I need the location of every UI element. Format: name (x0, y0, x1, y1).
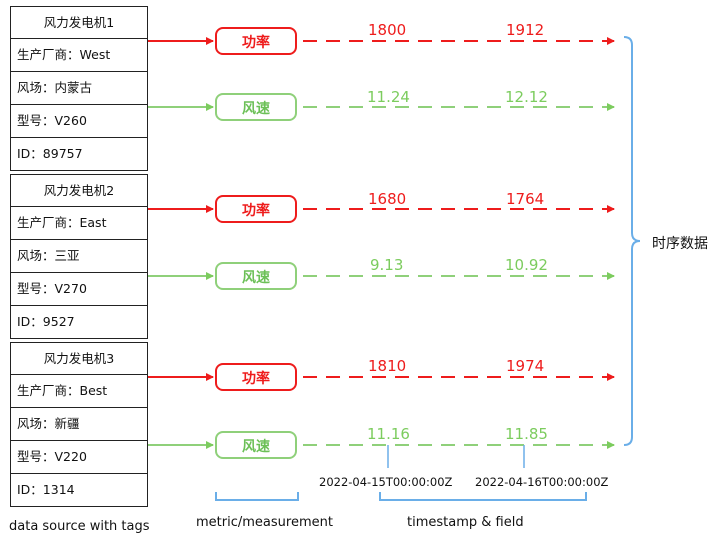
t3-wind-metric: 风速 (215, 431, 297, 459)
model-tag: 型号：V270 (11, 272, 147, 305)
manufacturer-tag: 生产厂商：East (11, 206, 147, 239)
t3-wind-value-2: 11.85 (505, 425, 548, 443)
timeseries-brace (623, 36, 641, 446)
wind-farm-tag: 风场：三亚 (11, 239, 147, 272)
turbine-title: 风力发电机1 (43, 15, 115, 30)
timestamp-bracket (379, 492, 587, 501)
turbine-title: 风力发电机2 (43, 183, 115, 198)
t1-wind-metric: 风速 (215, 93, 297, 121)
metric-label: metric/measurement (196, 515, 333, 530)
t1-power-value-2: 1912 (506, 21, 545, 39)
t2-wind-metric: 风速 (215, 262, 297, 290)
timestamp-field-label: timestamp & field (407, 515, 524, 530)
metric-bracket (215, 492, 299, 501)
timeseries-label: 时序数据 (652, 236, 708, 252)
t1-wind-value-1: 11.24 (367, 88, 410, 106)
manufacturer-tag: 生产厂商：Best (11, 374, 147, 407)
turbine-card-2: 风力发电机2 生产厂商：East 风场：三亚 型号：V270 ID：9527 (10, 174, 148, 339)
turbine-title: 风力发电机3 (43, 351, 115, 366)
t1-power-value-1: 1800 (368, 21, 407, 39)
t2-power-value-1: 1680 (368, 190, 407, 208)
source-label: data source with tags (9, 519, 150, 534)
id-tag: ID：9527 (11, 305, 147, 338)
model-tag: 型号：V220 (11, 440, 147, 473)
manufacturer-tag: 生产厂商：West (11, 38, 147, 71)
turbine-card-1: 风力发电机1 生产厂商：West 风场：内蒙古 型号：V260 ID：89757 (10, 6, 148, 171)
timestamp-1: 2022-04-15T00:00:00Z (319, 475, 453, 489)
timestamp-2: 2022-04-16T00:00:00Z (475, 475, 609, 489)
id-tag: ID：1314 (11, 473, 147, 506)
t3-power-value-2: 1974 (506, 357, 545, 375)
t2-wind-value-1: 9.13 (370, 256, 404, 274)
t3-wind-value-1: 11.16 (367, 425, 410, 443)
t1-wind-value-2: 12.12 (505, 88, 548, 106)
t1-power-metric: 功率 (215, 27, 297, 55)
wind-farm-tag: 风场：新疆 (11, 407, 147, 440)
t2-wind-value-2: 10.92 (505, 256, 548, 274)
wind-farm-tag: 风场：内蒙古 (11, 71, 147, 104)
model-tag: 型号：V260 (11, 104, 147, 137)
id-tag: ID：89757 (11, 137, 147, 170)
t3-power-metric: 功率 (215, 363, 297, 391)
t2-power-metric: 功率 (215, 195, 297, 223)
t2-power-value-2: 1764 (506, 190, 545, 208)
turbine-card-3: 风力发电机3 生产厂商：Best 风场：新疆 型号：V220 ID：1314 (10, 342, 148, 507)
t3-power-value-1: 1810 (368, 357, 407, 375)
